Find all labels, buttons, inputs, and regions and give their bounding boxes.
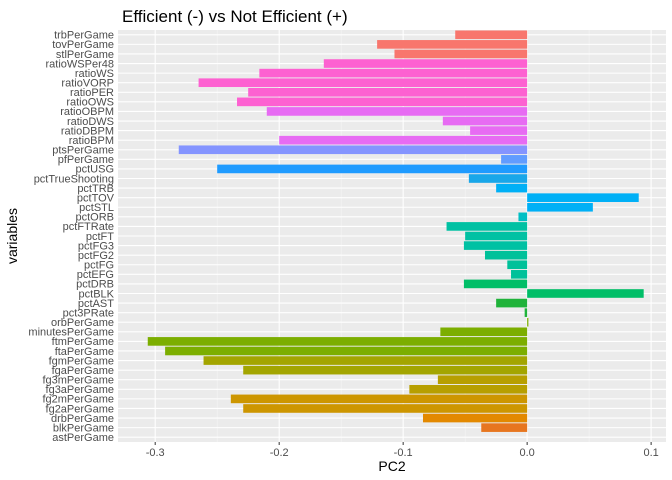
x-axis-title: PC2 <box>378 458 405 474</box>
bar-pctFT <box>465 231 528 241</box>
category-label: pctEFG <box>77 269 114 281</box>
x-tick-label: -0.3 <box>146 447 165 459</box>
bar-ratioBPM <box>279 135 528 145</box>
bar-pctFG <box>507 260 528 270</box>
category-label: stlPerGame <box>56 49 114 61</box>
category-label: pctTRB <box>77 183 114 195</box>
category-label: pctORB <box>75 212 114 224</box>
category-label: trbPerGame <box>54 30 114 42</box>
bar-ratioOBPM <box>266 107 528 116</box>
category-label: blkPerGame <box>53 422 114 434</box>
bar-fgmPerGame <box>203 356 528 365</box>
bar-orbPerGame <box>527 317 529 327</box>
bar-ratioWSPer48 <box>323 59 528 68</box>
y-axis-title: variables <box>4 208 20 264</box>
category-label: ftmPerGame <box>52 336 114 348</box>
bar-drbPerGame <box>422 413 528 423</box>
bar-minutesPerGame <box>440 327 528 337</box>
category-label: pctUSG <box>75 164 114 176</box>
category-label: pctFG3 <box>78 240 114 252</box>
category-label: pctFT <box>86 231 114 243</box>
bar-pctTOV <box>527 193 639 202</box>
bar-ratioWS <box>259 68 528 78</box>
bar-pctBLK <box>527 289 644 298</box>
bar-pctFG2 <box>484 250 528 260</box>
bar-trbPerGame <box>455 30 528 40</box>
bar-fg2aPerGame <box>243 404 528 413</box>
category-label: ratioPER <box>70 87 114 99</box>
bar-fgaPerGame <box>243 365 528 375</box>
bar-tovPerGame <box>377 40 528 49</box>
bar-pctFG3 <box>463 241 528 250</box>
category-label: ratioVORP <box>61 77 114 89</box>
bar-ratioVORP <box>198 78 528 88</box>
bars-group <box>147 30 644 442</box>
category-label: ratioDBPM <box>61 125 114 137</box>
category-label: tovPerGame <box>52 39 114 51</box>
category-label: ratioWS <box>75 68 114 80</box>
bar-pctTRB <box>496 183 528 193</box>
bar-stlPerGame <box>394 49 528 59</box>
x-tick-label: 0.0 <box>519 447 534 459</box>
category-label: pctFTRate <box>63 221 114 233</box>
category-label: pctFG <box>84 260 114 272</box>
bar-pctTrueShooting <box>468 174 528 183</box>
category-label: ratioOWS <box>66 97 114 109</box>
category-label: fg3mPerGame <box>42 375 114 387</box>
bar-ftaPerGame <box>165 346 528 356</box>
bar-pctFTRate <box>446 222 528 231</box>
bar-fg3mPerGame <box>437 375 528 385</box>
category-label: fgaPerGame <box>52 365 114 377</box>
category-label: pfPerGame <box>58 154 114 166</box>
category-label: ptsPerGame <box>52 145 114 157</box>
bar-ratioDBPM <box>470 126 528 135</box>
x-tick-label: -0.1 <box>394 447 413 459</box>
category-label: pctDRB <box>76 279 114 291</box>
category-label: ratioOBPM <box>60 106 114 118</box>
category-label: fg2mPerGame <box>42 394 114 406</box>
bar-pctAST <box>496 298 528 308</box>
category-label: ratioBPM <box>69 135 114 147</box>
x-tick-label: 0.1 <box>643 447 658 459</box>
category-label: pct3PRate <box>63 307 114 319</box>
category-label: pctAST <box>78 298 114 310</box>
chart-title: Efficient (-) vs Not Efficient (+) <box>122 7 348 26</box>
category-label: fg2aPerGame <box>46 403 114 415</box>
category-label: pctTrueShooting <box>34 173 114 185</box>
x-tick-labels: -0.3 -0.2 -0.1 0.0 0.1 <box>146 442 659 459</box>
bar-pctDRB <box>463 279 528 289</box>
category-label: drbPerGame <box>51 413 114 425</box>
bar-ratioOWS <box>237 97 528 107</box>
category-label: orbPerGame <box>51 317 114 329</box>
bar-ftmPerGame <box>147 337 528 346</box>
bar-pctUSG <box>217 164 528 174</box>
x-tick-label: -0.2 <box>270 447 289 459</box>
bar-pct3PRate <box>524 308 528 317</box>
bar-fg3aPerGame <box>409 384 528 394</box>
bar-pctSTL <box>527 202 593 212</box>
category-label: pctSTL <box>79 202 114 214</box>
category-labels: trbPerGametovPerGamestlPerGameratioWSPer… <box>28 30 114 444</box>
bar-ptsPerGame <box>178 145 528 155</box>
bar-pfPerGame <box>501 155 528 164</box>
category-label: fg3aPerGame <box>46 384 114 396</box>
category-label: minutesPerGame <box>28 327 114 339</box>
bar-pctEFG <box>511 270 528 279</box>
category-label: astPerGame <box>52 432 114 444</box>
category-label: pctTOV <box>77 192 115 204</box>
category-label: ratioDWS <box>67 116 114 128</box>
category-label: fgmPerGame <box>49 355 114 367</box>
bar-ratioPER <box>248 87 528 97</box>
bar-fg2mPerGame <box>230 394 528 404</box>
category-label: pctBLK <box>79 288 115 300</box>
bar-pctORB <box>518 212 528 222</box>
bar-ratioDWS <box>442 116 528 126</box>
category-label: ftaPerGame <box>55 346 114 358</box>
category-label: ratioWSPer48 <box>46 58 114 70</box>
bar-blkPerGame <box>481 423 528 432</box>
category-label: pctFG2 <box>78 250 114 262</box>
